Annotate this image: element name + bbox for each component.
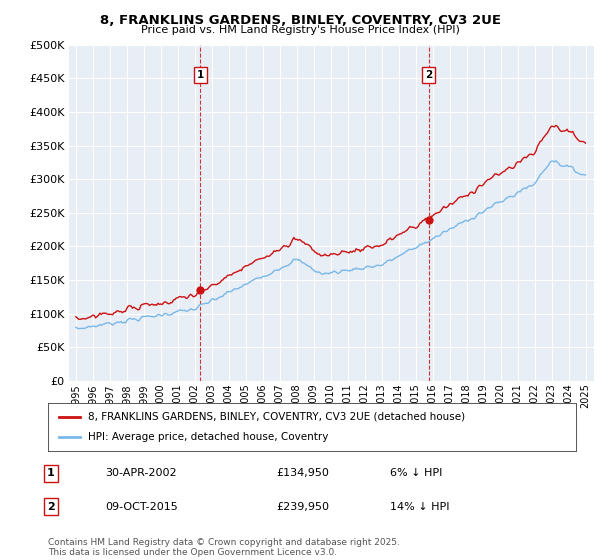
Text: 09-OCT-2015: 09-OCT-2015 [105,502,178,512]
Text: £239,950: £239,950 [276,502,329,512]
Text: 1: 1 [197,70,204,80]
Text: £134,950: £134,950 [276,468,329,478]
Text: 2: 2 [425,70,433,80]
Text: 1: 1 [47,468,55,478]
Text: Contains HM Land Registry data © Crown copyright and database right 2025.
This d: Contains HM Land Registry data © Crown c… [48,538,400,557]
Text: 30-APR-2002: 30-APR-2002 [105,468,176,478]
Text: 8, FRANKLINS GARDENS, BINLEY, COVENTRY, CV3 2UE: 8, FRANKLINS GARDENS, BINLEY, COVENTRY, … [100,14,500,27]
Text: HPI: Average price, detached house, Coventry: HPI: Average price, detached house, Cove… [88,432,328,442]
Text: Price paid vs. HM Land Registry's House Price Index (HPI): Price paid vs. HM Land Registry's House … [140,25,460,35]
Text: 8, FRANKLINS GARDENS, BINLEY, COVENTRY, CV3 2UE (detached house): 8, FRANKLINS GARDENS, BINLEY, COVENTRY, … [88,412,465,422]
Text: 2: 2 [47,502,55,512]
Text: 6% ↓ HPI: 6% ↓ HPI [390,468,442,478]
Text: 14% ↓ HPI: 14% ↓ HPI [390,502,449,512]
